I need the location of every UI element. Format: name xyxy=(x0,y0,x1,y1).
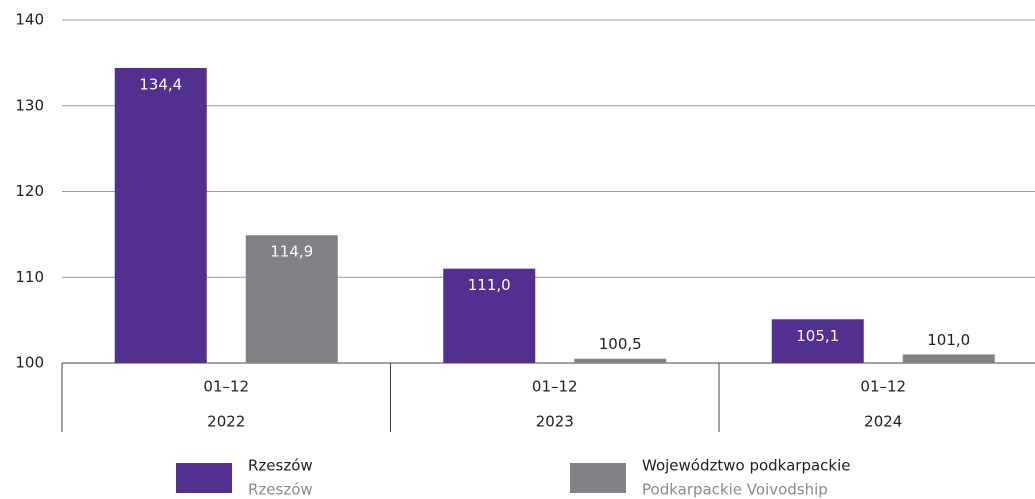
x-tick-label: 01–12 xyxy=(203,378,249,396)
bar xyxy=(443,268,536,363)
legend-label: Województwo podkarpackie xyxy=(642,457,851,475)
legend-label-en: Podkarpackie Voivodship xyxy=(642,481,828,499)
y-tick-label: 120 xyxy=(15,182,44,200)
data-label: 134,4 xyxy=(139,76,182,94)
bar xyxy=(574,358,667,363)
data-label: 101,0 xyxy=(927,331,970,349)
bar xyxy=(114,68,207,364)
data-label: 111,0 xyxy=(468,276,511,294)
y-tick-label: 140 xyxy=(15,11,44,29)
x-tick-label: 2022 xyxy=(207,413,245,431)
data-label: 105,1 xyxy=(796,327,839,345)
bar xyxy=(245,235,338,363)
x-tick-label: 01–12 xyxy=(860,378,906,396)
legend-swatch xyxy=(176,463,232,493)
x-tick-label: 2023 xyxy=(536,413,574,431)
data-label: 114,9 xyxy=(270,243,313,261)
y-tick-label: 100 xyxy=(15,354,44,372)
legend-swatch xyxy=(570,463,626,493)
data-label: 100,5 xyxy=(599,335,642,353)
x-tick-label: 01–12 xyxy=(532,378,578,396)
bar xyxy=(902,354,995,363)
x-tick-label: 2024 xyxy=(864,413,902,431)
y-tick-label: 110 xyxy=(15,268,44,286)
y-tick-label: 130 xyxy=(15,96,44,114)
legend-label-en: Rzeszów xyxy=(248,481,313,499)
legend-label: Rzeszów xyxy=(248,457,313,475)
bar xyxy=(771,319,864,363)
